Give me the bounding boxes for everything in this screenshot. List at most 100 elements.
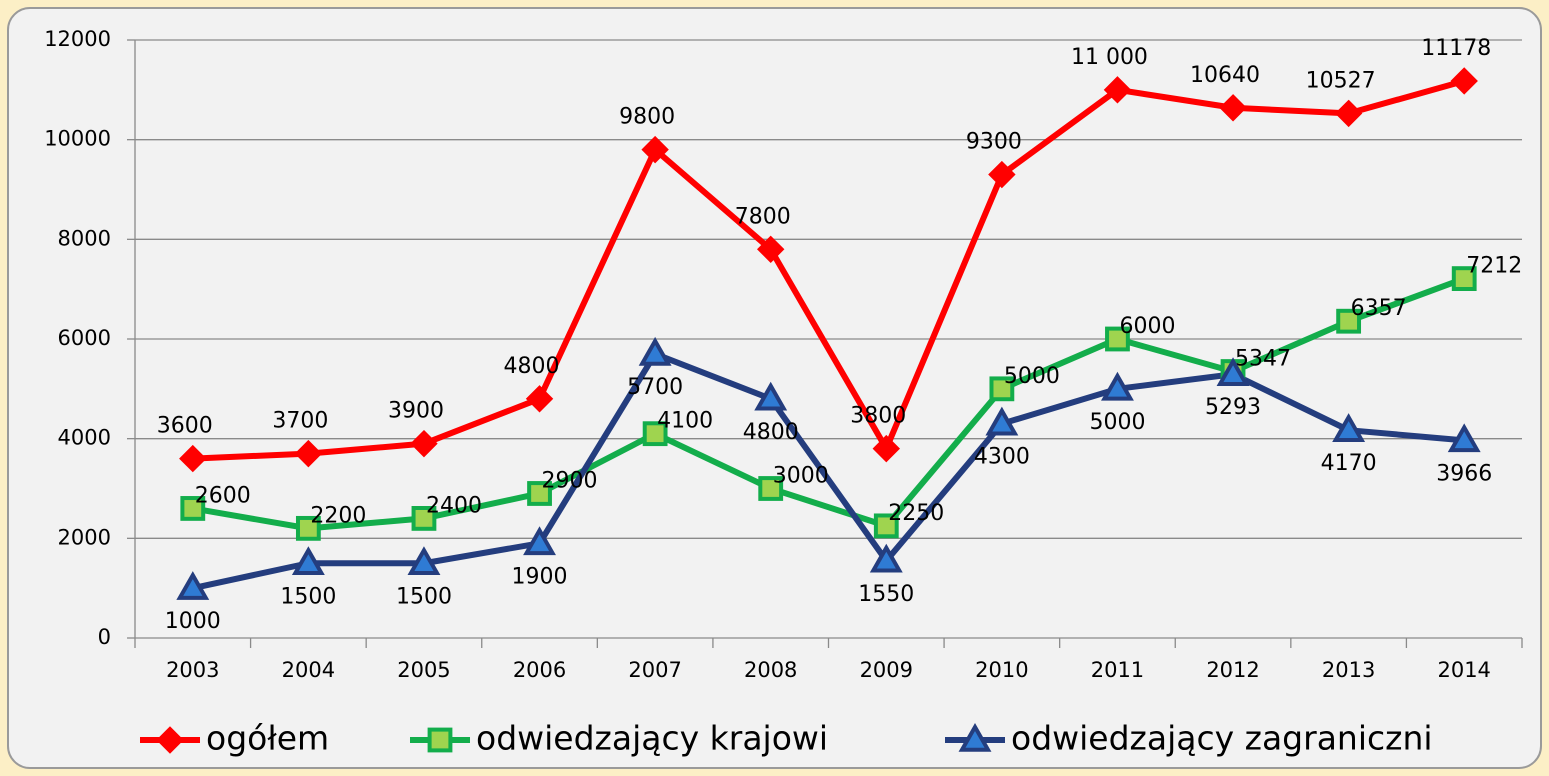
data-label: 6000 [1119, 314, 1175, 339]
data-label: 3000 [773, 464, 829, 489]
marker [1103, 76, 1132, 104]
data-label: 7800 [735, 204, 791, 229]
legend-label: odwiedzający zagraniczni [1011, 719, 1433, 758]
data-label: 4170 [1321, 451, 1377, 476]
marker [523, 526, 556, 556]
marker [1332, 413, 1366, 442]
data-label: 5700 [627, 375, 683, 400]
marker [156, 726, 184, 754]
marker [1101, 371, 1134, 401]
data-label: 4100 [657, 409, 713, 434]
data-label: 3800 [850, 404, 906, 429]
y-tick-label: 0 [98, 625, 111, 649]
data-label: 10640 [1190, 63, 1260, 88]
legend-label: ogółem [206, 719, 329, 758]
data-label: 5293 [1205, 395, 1261, 420]
x-tick-label: 2013 [1322, 658, 1375, 682]
data-label: 9300 [966, 130, 1022, 155]
data-label: 2400 [426, 493, 482, 518]
y-tick-label: 12000 [44, 27, 111, 51]
x-tick-label: 2011 [1091, 658, 1144, 682]
data-label: 3600 [157, 414, 213, 439]
marker [410, 429, 438, 458]
marker [291, 546, 325, 575]
data-label: 1550 [858, 582, 914, 607]
data-label: 6357 [1351, 296, 1407, 321]
data-label: 5000 [1089, 410, 1145, 435]
marker [180, 496, 206, 521]
series-line [192, 350, 1465, 592]
data-label: 2600 [195, 483, 251, 508]
legend-label: odwiedzający krajowi [476, 719, 828, 758]
marker [1105, 326, 1130, 352]
data-label: 1500 [396, 584, 452, 609]
data-label: 5347 [1235, 347, 1291, 372]
marker [989, 376, 1015, 402]
marker [1216, 357, 1250, 386]
marker [638, 336, 672, 366]
data-label: 4300 [974, 445, 1030, 470]
marker [1450, 67, 1478, 95]
y-tick-label: 10000 [44, 127, 111, 151]
marker [427, 727, 453, 753]
y-tick-label: 2000 [58, 525, 111, 549]
data-label: 2200 [310, 503, 366, 528]
marker [641, 135, 669, 164]
x-tick-label: 2005 [397, 658, 450, 682]
data-label: 3700 [272, 409, 328, 434]
x-tick-label: 2006 [513, 658, 566, 682]
marker [869, 543, 903, 573]
marker [525, 385, 554, 413]
marker [1334, 99, 1363, 128]
data-label: 4800 [743, 420, 799, 445]
marker [527, 481, 552, 506]
marker [985, 406, 1019, 436]
marker [407, 546, 441, 575]
data-label: 3966 [1436, 461, 1492, 486]
data-label: 9800 [619, 105, 675, 130]
marker [988, 160, 1016, 189]
marker [758, 476, 784, 501]
x-tick-label: 2014 [1437, 658, 1490, 682]
marker [757, 235, 785, 264]
marker [873, 513, 899, 539]
x-tick-label: 2010 [975, 658, 1028, 682]
data-label: 11178 [1421, 36, 1491, 61]
data-label: 1900 [512, 564, 568, 589]
y-tick-label: 6000 [58, 326, 111, 350]
marker [1336, 308, 1362, 334]
marker [754, 381, 788, 411]
x-tick-label: 2008 [744, 658, 797, 682]
marker [1447, 423, 1481, 453]
series-line [192, 275, 1466, 532]
data-label: 4800 [504, 354, 560, 379]
x-tick-label: 2004 [282, 658, 335, 682]
marker [295, 515, 321, 541]
x-tick-label: 2012 [1206, 658, 1259, 682]
marker [1451, 266, 1477, 292]
data-label: 1500 [280, 584, 336, 609]
marker [642, 421, 668, 447]
data-label: 10527 [1306, 68, 1376, 93]
marker [294, 439, 323, 468]
x-tick-label: 2007 [628, 658, 681, 682]
marker [176, 571, 210, 600]
marker [958, 722, 992, 752]
data-label: 7212 [1466, 254, 1522, 279]
marker [179, 444, 207, 473]
data-label: 1000 [165, 609, 221, 634]
data-label: 5000 [1004, 364, 1060, 389]
series-line [192, 78, 1466, 462]
x-tick-label: 2009 [860, 658, 913, 682]
marker [411, 506, 437, 531]
data-label: 2900 [542, 468, 598, 493]
data-label: 2250 [888, 501, 944, 526]
marker [1219, 94, 1247, 122]
x-tick-label: 2003 [166, 658, 219, 682]
data-label: 3900 [388, 399, 444, 424]
marker [872, 434, 900, 463]
y-tick-label: 4000 [58, 426, 111, 450]
chart-frame [7, 7, 1542, 769]
y-tick-label: 8000 [58, 226, 111, 250]
